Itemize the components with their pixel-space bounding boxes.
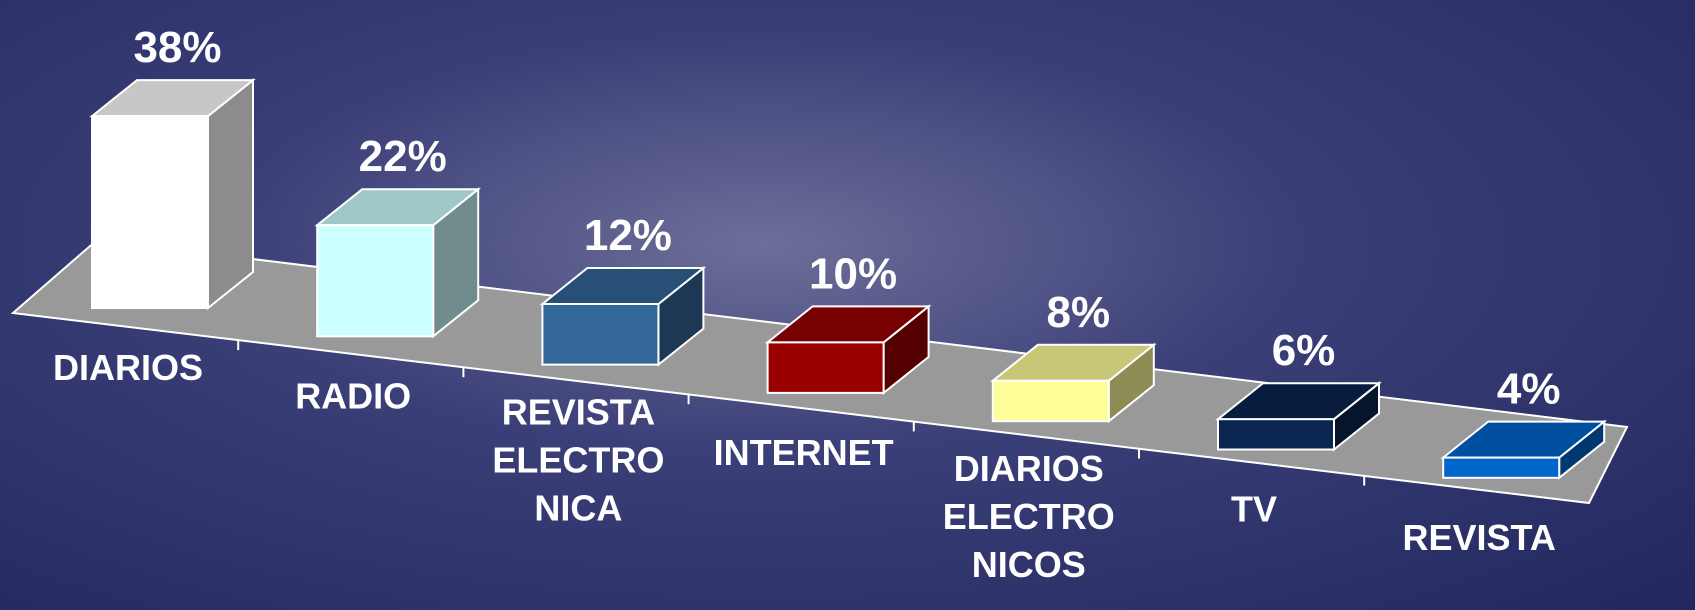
bar [317, 189, 478, 336]
value-label: 22% [359, 132, 447, 181]
value-label: 12% [584, 211, 672, 260]
value-label: 4% [1497, 365, 1561, 414]
bar-front [1443, 458, 1559, 478]
bar-side [208, 80, 253, 308]
bar-front [993, 381, 1109, 421]
bar-front [317, 225, 433, 336]
bar-front [1218, 419, 1334, 449]
bar-front [768, 342, 884, 393]
category-label: INTERNET [714, 432, 894, 473]
chart: 38% DIARIOS 22% RADIO 12% REVISTAELECTRONICA 1… [0, 0, 1695, 610]
value-label: 8% [1047, 288, 1111, 337]
value-label: 38% [133, 23, 221, 72]
value-label: 10% [809, 249, 897, 298]
category-label: TV [1231, 489, 1277, 530]
category-label: REVISTA [1403, 517, 1556, 558]
category-label: RADIO [295, 375, 411, 416]
value-label: 6% [1272, 326, 1336, 375]
bar [92, 80, 253, 308]
category-label: DIARIOS [53, 347, 203, 388]
bar-front [92, 116, 208, 308]
bar-front [542, 304, 658, 365]
